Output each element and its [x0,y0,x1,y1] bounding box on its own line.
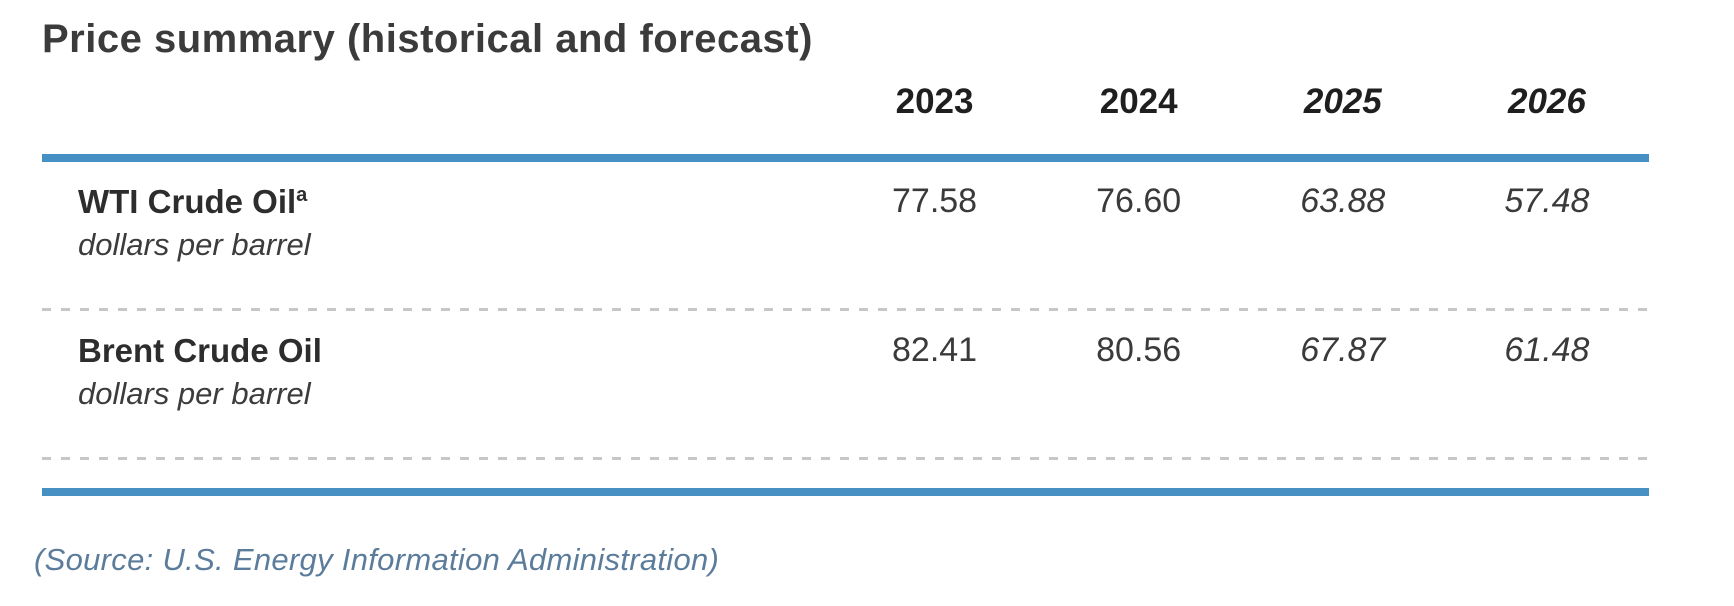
dashed-separator [42,308,1649,312]
footnote-marker: a [296,184,308,206]
brent-value-2025: 67.87 [1300,331,1386,370]
dashed-separator [42,457,1649,461]
table-row-brent: Brent Crude Oil dollars per barrel 82.41… [42,311,1649,457]
bottom-rule [42,488,1649,497]
page-title: Price summary (historical and forecast) [42,17,813,61]
source-note: (Source: U.S. Energy Information Adminis… [34,542,720,578]
column-header-2026: 2026 [1444,64,1649,162]
table-header-row: 2023 2024 2025 2026 [42,64,1649,162]
brent-value-2023: 82.41 [892,331,978,370]
wti-value-2023: 77.58 [892,182,978,220]
table-row-wti: WTI Crude Oila dollars per barrel 77.58 … [42,158,1649,308]
wti-value-2025: 63.88 [1300,182,1386,220]
row-unit-brent: dollars per barrel [78,375,311,411]
column-header-2025: 2025 [1240,64,1445,162]
row-label-wti: WTI Crude Oila [78,183,308,220]
row-unit-wti: dollars per barrel [78,226,311,262]
column-header-2023: 2023 [832,64,1037,162]
row-label-brent: Brent Crude Oil [78,332,322,370]
wti-value-2026: 57.48 [1504,182,1590,220]
column-header-2024: 2024 [1036,64,1241,162]
brent-value-2024: 80.56 [1096,331,1182,370]
wti-value-2024: 76.60 [1096,182,1182,220]
column-header-blank [42,64,833,162]
brent-value-2026: 61.48 [1504,331,1590,370]
price-summary-table: 2023 2024 2025 2026 WTI Crude Oila dolla… [42,64,1649,461]
